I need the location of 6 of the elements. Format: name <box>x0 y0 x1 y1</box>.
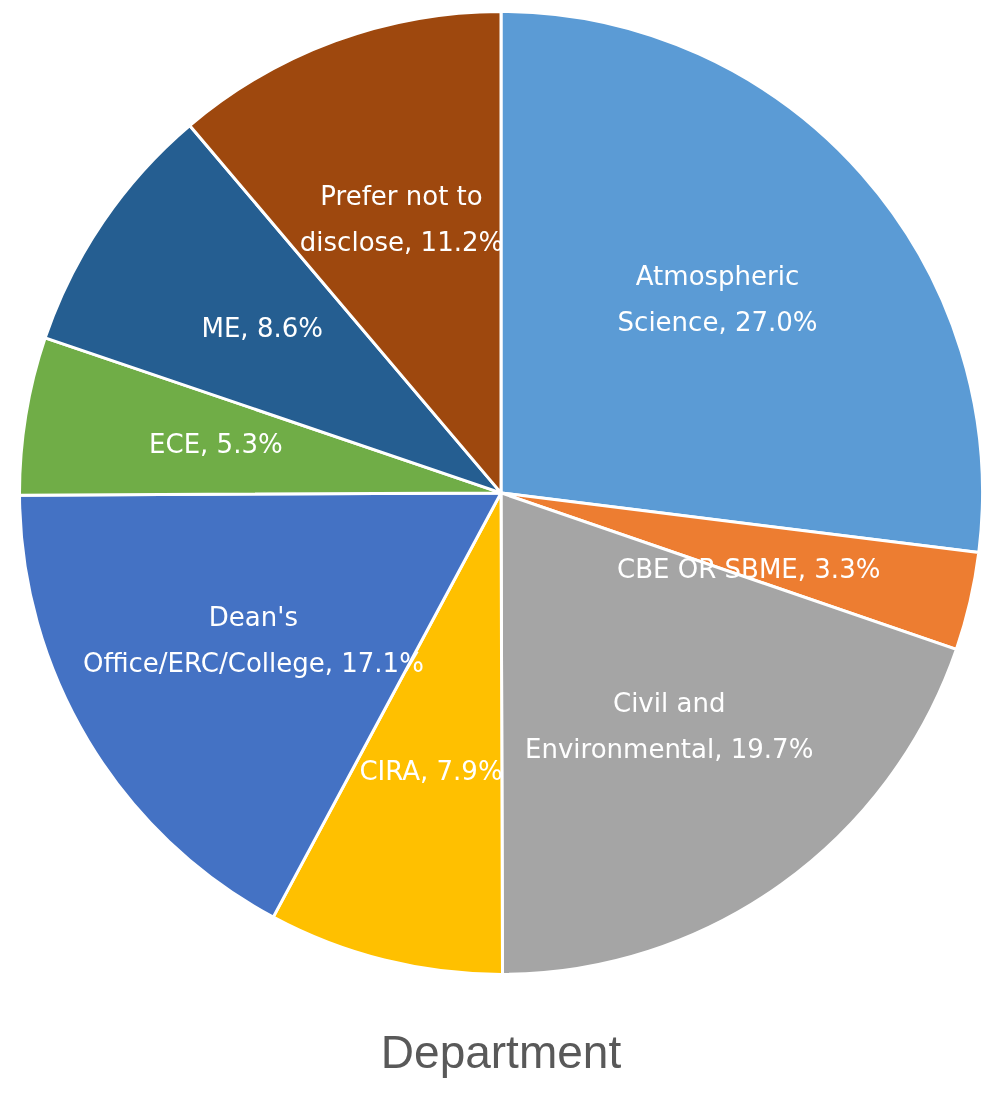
text: Department <box>380 1026 622 1079</box>
slice-label: Civil and Environmental, 19.7% <box>525 687 814 764</box>
slice-label: Prefer not to disclose, 11.2% <box>299 181 504 258</box>
slice-label: ECE, 5.3% <box>149 429 283 460</box>
slice-label: Atmospheric Science, 27.0% <box>617 261 818 338</box>
slice-label: ME, 8.6% <box>201 313 323 344</box>
